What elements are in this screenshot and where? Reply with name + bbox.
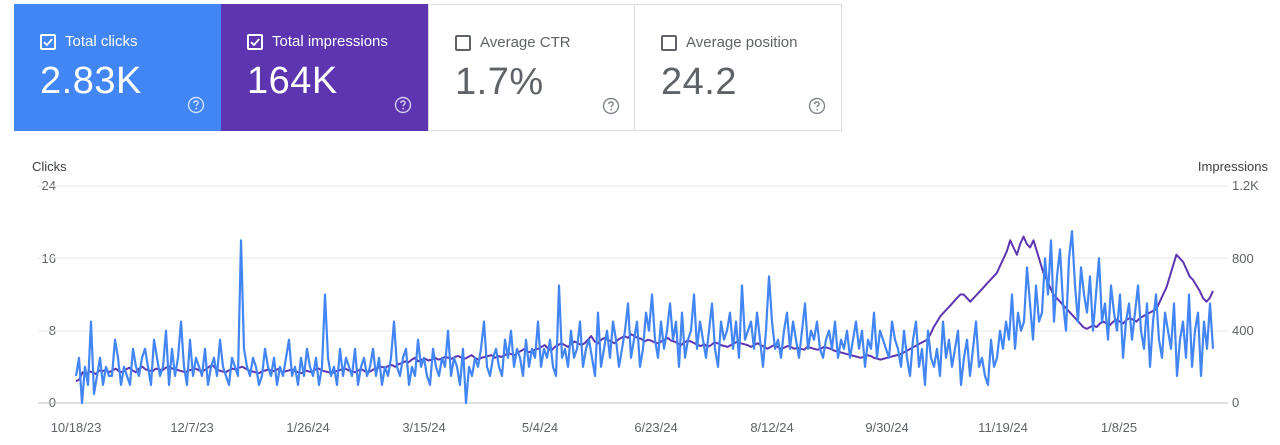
metrics-bar: Total clicks 2.83K Total impressions 164… [14,4,842,131]
x-tick-label: 9/30/24 [865,420,909,435]
right-tick-label: 0 [1232,395,1240,410]
checkbox-unchecked-icon[interactable] [661,34,677,51]
right-tick-label: 1.2K [1232,178,1259,193]
x-tick-label: 6/23/24 [634,420,678,435]
x-tick-label: 5/4/24 [521,420,559,435]
x-tick-label: 12/7/23 [170,420,214,435]
metric-label: Total impressions [272,33,388,50]
chart-gridlines [38,185,1228,404]
right-axis-title: Impressions [1197,159,1268,174]
help-icon[interactable] [187,96,205,114]
metric-card-total-clicks[interactable]: Total clicks 2.83K [14,4,221,131]
right-tick-label: 400 [1232,323,1254,338]
checkbox-unchecked-icon[interactable] [455,34,471,51]
metric-card-average-ctr[interactable]: Average CTR 1.7% [428,4,635,131]
metric-label: Total clicks [65,33,138,50]
metric-label: Average position [686,34,798,51]
x-tick-label: 1/8/25 [1100,420,1138,435]
x-tick-label: 3/15/24 [402,420,446,435]
metric-value: 2.83K [40,60,142,102]
metric-label: Average CTR [480,34,571,51]
x-tick-label: 8/12/24 [750,420,794,435]
x-tick-label: 1/26/24 [286,420,330,435]
help-icon[interactable] [808,97,826,115]
right-tick-label: 800 [1232,251,1254,266]
help-icon[interactable] [394,96,412,114]
metric-value: 164K [247,60,338,102]
metric-card-total-impressions[interactable]: Total impressions 164K [221,4,428,131]
metric-value: 1.7% [455,61,544,103]
metric-card-average-position[interactable]: Average position 24.2 [635,4,842,131]
checkbox-checked-icon[interactable] [247,33,263,50]
clicks-series-line [74,230,1215,405]
metric-value: 24.2 [661,61,737,103]
checkbox-checked-icon[interactable] [40,33,56,50]
x-tick-label: 10/18/23 [50,420,102,435]
help-icon[interactable] [602,97,620,115]
x-tick-label: 11/19/24 [978,420,1028,435]
left-axis-title: Clicks [32,159,67,174]
